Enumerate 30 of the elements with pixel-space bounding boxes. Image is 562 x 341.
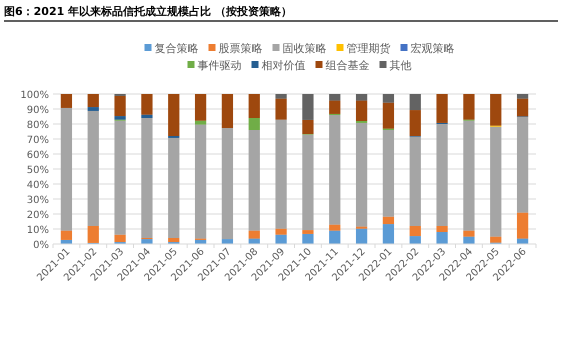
legend-label: 事件驱动 bbox=[198, 59, 242, 72]
legend-label: 组合基金 bbox=[326, 59, 370, 72]
legend-相对价值: 相对价值 bbox=[252, 59, 306, 72]
y-tick-label: 80% bbox=[26, 120, 49, 131]
y-tick-label: 0% bbox=[33, 240, 49, 251]
legend-label: 股票策略 bbox=[218, 42, 262, 55]
legend-其他: 其他 bbox=[380, 59, 412, 72]
legend-label: 其他 bbox=[390, 59, 412, 72]
legend-label: 管理期货 bbox=[346, 42, 390, 55]
legend-label: 复合策略 bbox=[154, 42, 198, 55]
y-tick-label: 100% bbox=[20, 90, 49, 101]
legend-组合基金: 组合基金 bbox=[316, 59, 370, 72]
y-tick-label: 50% bbox=[26, 165, 49, 176]
legend-管理期货: 管理期货 bbox=[336, 42, 390, 55]
y-tick-label: 20% bbox=[26, 210, 49, 221]
legend-事件驱动: 事件驱动 bbox=[188, 59, 242, 72]
y-tick-label: 40% bbox=[26, 180, 49, 191]
legend-固收策略: 固收策略 bbox=[272, 42, 326, 55]
legend-股票策略: 股票策略 bbox=[208, 42, 262, 55]
y-tick-label: 90% bbox=[26, 105, 49, 116]
legend-label: 宏观策略 bbox=[410, 42, 454, 55]
legend-label: 相对价值 bbox=[262, 59, 306, 72]
y-tick-label: 30% bbox=[26, 195, 49, 206]
legend-宏观策略: 宏观策略 bbox=[400, 42, 454, 55]
y-tick-label: 10% bbox=[26, 225, 49, 236]
y-tick-label: 60% bbox=[26, 150, 49, 161]
y-tick-label: 70% bbox=[26, 135, 49, 146]
legend-复合策略: 复合策略 bbox=[144, 42, 198, 55]
chart-title: 图6：2021 年以来标品信托成立规模占比 （按投资策略） bbox=[4, 5, 292, 18]
legend-label: 固收策略 bbox=[282, 42, 326, 55]
